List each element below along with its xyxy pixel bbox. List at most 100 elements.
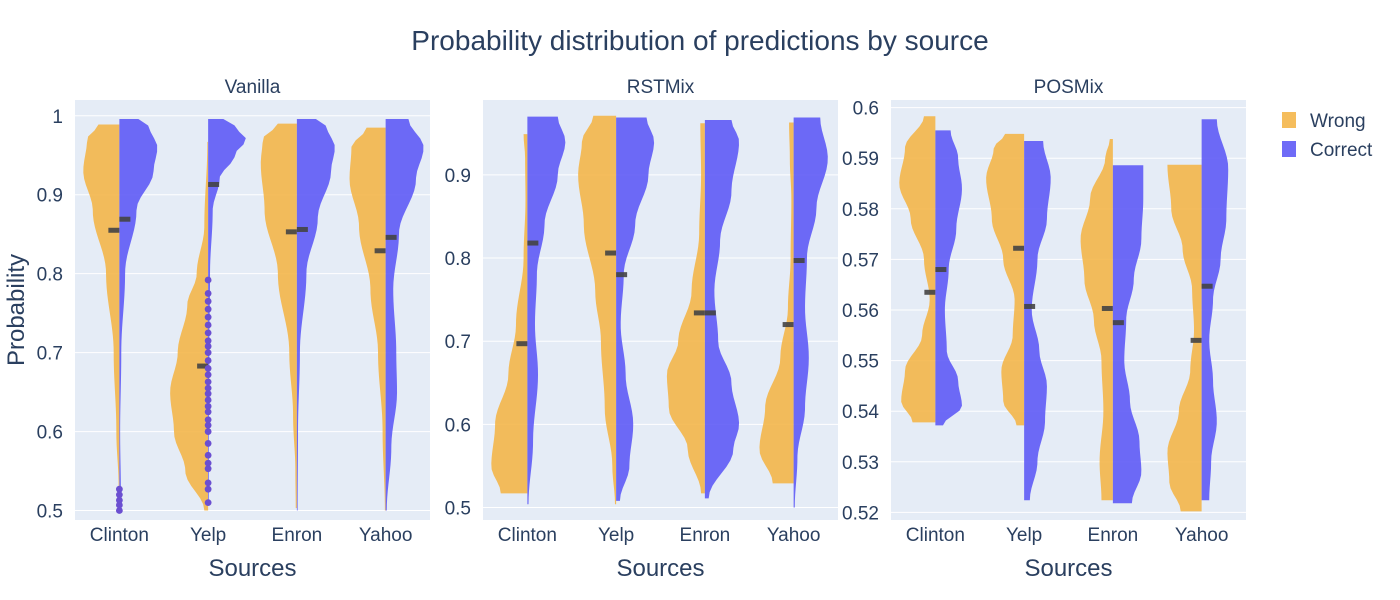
- y-tick-label: 0.55: [842, 352, 879, 373]
- violin-wrong-enron[interactable]: [260, 123, 297, 509]
- median-marker: [516, 341, 528, 347]
- y-tick-label: 0.52: [842, 503, 879, 524]
- legend-item-correct[interactable]: Correct: [1282, 140, 1373, 161]
- outlier-point: [115, 507, 123, 514]
- outlier-point: [204, 485, 212, 493]
- y-tick-label: 0.56: [842, 301, 879, 322]
- median-marker: [1201, 283, 1213, 289]
- x-axis-label: Sources: [1024, 555, 1112, 582]
- median-marker: [285, 229, 297, 235]
- violin-correct-yelp[interactable]: [616, 117, 655, 501]
- outlier-point: [204, 408, 212, 416]
- x-axis-label: Sources: [616, 555, 704, 582]
- outlier-point: [204, 349, 212, 357]
- violin-wrong-clinton[interactable]: [899, 116, 936, 423]
- y-tick-label: 0.7: [37, 344, 63, 365]
- x-tick-label: Yahoo: [767, 525, 821, 546]
- median-marker: [527, 240, 539, 246]
- y-tick-label: 0.59: [842, 149, 879, 170]
- subplot-rstmix: 0.5 0.6 0.7 0.8 0.9 RSTMix Clinton Yelp Enron Yah…: [445, 77, 838, 582]
- x-tick-label: Yahoo: [359, 525, 413, 546]
- x-tick-label: Yelp: [1006, 525, 1042, 546]
- x-tick-label: Enron: [680, 525, 731, 546]
- outlier-point: [204, 479, 212, 487]
- violin-correct-enron[interactable]: [296, 118, 335, 511]
- y-tick-label: 0.8: [445, 249, 471, 270]
- x-tick-label: Clinton: [498, 525, 557, 546]
- legend-label: Correct: [1310, 140, 1373, 161]
- violin-wrong-yelp[interactable]: [170, 141, 209, 511]
- x-tick-label: Yahoo: [1175, 525, 1229, 546]
- violin-wrong-enron[interactable]: [1080, 138, 1113, 501]
- legend-item-wrong[interactable]: Wrong: [1282, 111, 1366, 132]
- outlier-point: [204, 384, 212, 392]
- outlier-point: [204, 459, 212, 467]
- outlier-point: [204, 371, 212, 379]
- outlier-point: [204, 276, 212, 284]
- legend-swatch: [1282, 112, 1296, 128]
- median-marker: [782, 322, 794, 328]
- outlier-point: [204, 297, 212, 305]
- x-tick-label: Yelp: [598, 525, 634, 546]
- outlier-point: [204, 305, 212, 313]
- subplot-title: Vanilla: [225, 77, 281, 98]
- violin-correct-clinton[interactable]: [935, 130, 962, 426]
- outlier-point: [204, 390, 212, 398]
- x-axis-label: Sources: [208, 555, 296, 582]
- subplot-title: RSTMix: [627, 77, 695, 98]
- y-tick-label: 0.53: [842, 453, 879, 474]
- median-marker: [616, 272, 628, 278]
- violin-wrong-yelp[interactable]: [578, 115, 617, 505]
- violin-wrong-yelp[interactable]: [986, 133, 1025, 426]
- y-tick-label: 0.7: [445, 332, 471, 353]
- violin-wrong-clinton[interactable]: [83, 124, 120, 487]
- outlier-point: [204, 313, 212, 321]
- outlier-point: [204, 290, 212, 297]
- violin-correct-enron[interactable]: [1112, 165, 1144, 504]
- median-marker: [119, 216, 131, 222]
- outlier-point: [204, 451, 212, 459]
- violin-correct-yelp[interactable]: [1024, 140, 1051, 501]
- outlier-point: [204, 378, 212, 386]
- median-marker: [793, 258, 805, 264]
- outlier-point: [204, 416, 212, 424]
- y-tick-label: 0.58: [842, 200, 879, 221]
- violin-correct-yahoo[interactable]: [793, 117, 828, 508]
- outlier-point: [204, 357, 212, 364]
- violin-correct-clinton[interactable]: [527, 116, 566, 505]
- y-tick-label: 0.6: [445, 415, 471, 436]
- subplot-posmix: 0.52 0.53 0.54 0.55 0.56 0.57 0.58 0.59 0.6 POSMi…: [842, 77, 1246, 582]
- x-tick-label: Yelp: [190, 525, 226, 546]
- x-tick-label: Clinton: [906, 525, 965, 546]
- y-tick-label: 0.8: [37, 265, 63, 286]
- violin-wrong-yahoo[interactable]: [349, 127, 386, 511]
- x-tick-label: Enron: [272, 525, 323, 546]
- outlier-point: [204, 337, 212, 345]
- x-tick-label: Clinton: [90, 525, 149, 546]
- violin-correct-yahoo[interactable]: [1201, 119, 1229, 501]
- median-marker: [1101, 305, 1113, 311]
- violin-wrong-yahoo[interactable]: [759, 122, 794, 484]
- legend[interactable]: Wrong Correct: [1282, 111, 1373, 161]
- violin-correct-yahoo[interactable]: [385, 118, 424, 511]
- violin-wrong-yahoo[interactable]: [1167, 164, 1202, 512]
- median-marker: [1024, 303, 1036, 309]
- median-marker: [935, 267, 947, 273]
- median-marker: [1190, 337, 1202, 343]
- y-tick-label: 1: [52, 107, 63, 128]
- outlier-point: [115, 491, 123, 499]
- y-tick-label: 0.6: [37, 423, 63, 444]
- subplot-title: POSMix: [1034, 77, 1104, 98]
- outlier-point: [204, 465, 212, 473]
- median-marker: [924, 289, 936, 295]
- median-marker: [208, 181, 220, 187]
- legend-swatch: [1282, 141, 1296, 157]
- y-axis-label: Probability: [3, 254, 30, 366]
- y-tick-label: 0.5: [445, 499, 471, 520]
- violin-correct-yelp[interactable]: [208, 118, 246, 503]
- violin-wrong-enron[interactable]: [666, 123, 705, 494]
- violin-correct-enron[interactable]: [704, 119, 740, 499]
- median-marker: [385, 234, 397, 240]
- violin-wrong-clinton[interactable]: [491, 134, 528, 494]
